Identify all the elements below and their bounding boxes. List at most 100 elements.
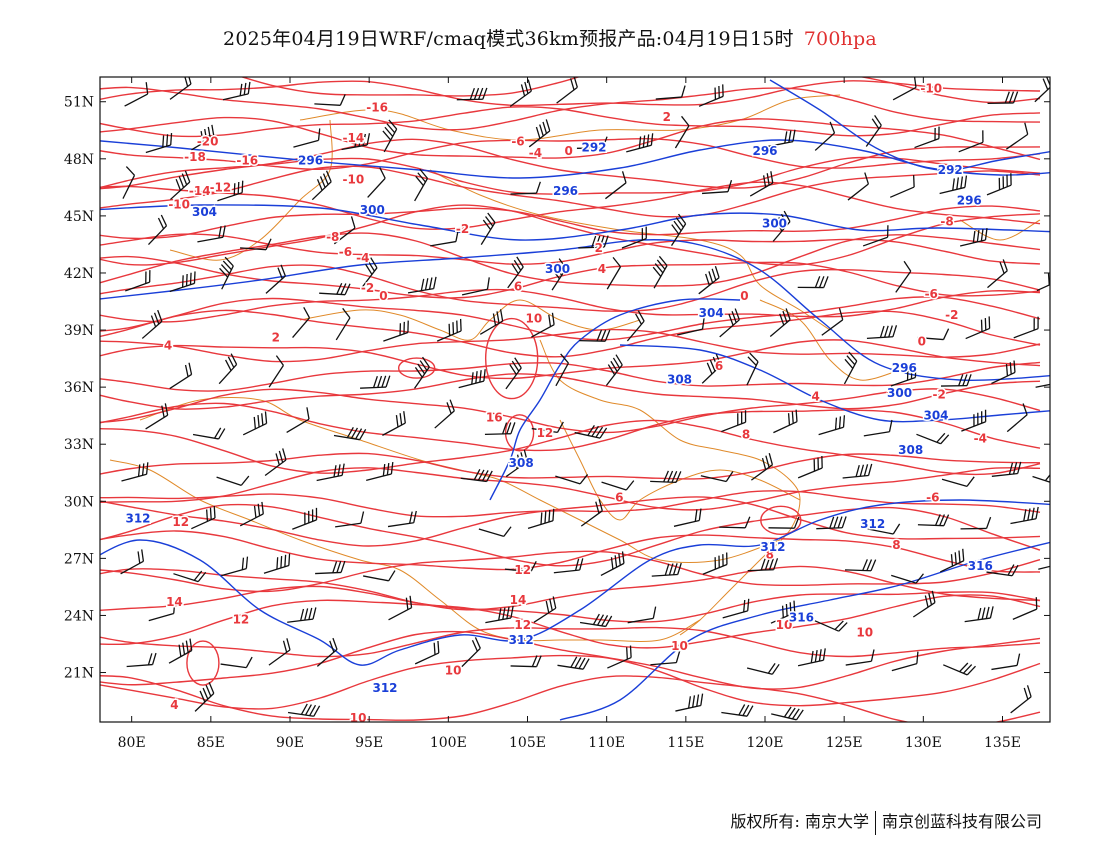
wind-barb-staff [335, 317, 351, 341]
wind-barb-staff [461, 288, 488, 296]
wind-barb-feather [473, 469, 481, 481]
wind-barb-feather [188, 362, 193, 375]
wind-barb-staff [751, 464, 773, 481]
wind-barb [701, 180, 733, 195]
wind-barb-feather [771, 663, 780, 675]
wind-barb-feather [313, 705, 321, 717]
wind-barb-feather [761, 457, 767, 470]
wind-barb-staff [721, 711, 748, 717]
wind-barb-feather [125, 166, 135, 176]
wind-barb-staff [986, 571, 1013, 577]
temperature-label: 4 [598, 262, 606, 276]
wind-barb-staff [670, 223, 687, 246]
temperature-label: -12 [209, 180, 231, 194]
wind-barb-feather [964, 175, 968, 188]
wind-barb-feather [419, 168, 429, 179]
wind-barb-staff [892, 86, 917, 101]
wind-barb-feather [1024, 122, 1029, 135]
wind-barb-staff [769, 319, 791, 338]
height-contour [769, 79, 1050, 171]
wind-barb-staff [600, 562, 625, 577]
wind-barb-staff [1005, 133, 1029, 150]
wind-barb-staff [1035, 383, 1050, 388]
wind-barb-feather [220, 264, 231, 274]
wind-barb-feather [145, 82, 149, 95]
wind-barb-staff [292, 317, 310, 338]
wind-barb-feather [787, 707, 796, 719]
lat-label: 51N [64, 95, 94, 111]
lon-label: 95E [355, 735, 383, 751]
wind-barb-feather [668, 563, 674, 576]
wind-barb-staff [484, 433, 511, 436]
wind-barb-feather [671, 224, 680, 235]
wind-barb [387, 510, 417, 528]
wind-barb-feather [336, 282, 343, 295]
wind-barb-feather [332, 637, 338, 650]
wind-barb [456, 87, 488, 101]
wind-barb [747, 558, 779, 572]
wind-barb-feather [579, 474, 589, 485]
wind-barb-feather [818, 276, 825, 288]
wind-barb-feather [227, 356, 235, 368]
temperature-label: -14 [189, 184, 211, 198]
wind-barb-staff [601, 481, 627, 491]
wind-barb [217, 180, 244, 202]
wind-barb [621, 226, 647, 249]
wind-barb-feather [1042, 78, 1049, 90]
wind-barb-staff [510, 665, 537, 668]
temperature-isotherm [100, 288, 1041, 323]
wind-barb-feather [178, 176, 185, 188]
wind-barb-feather [319, 176, 326, 188]
wind-barb [218, 353, 238, 385]
wind-barb-feather [888, 419, 893, 432]
wind-barb-feather [966, 665, 976, 676]
boundary-line [299, 299, 641, 341]
wind-barb [941, 374, 972, 387]
wind-barb-feather [738, 704, 746, 716]
height-label: 304 [699, 306, 724, 320]
wind-barb-feather [265, 238, 272, 250]
wind-barb-feather [770, 171, 774, 184]
wind-barb-feather [822, 648, 826, 661]
wind-barb [769, 308, 791, 338]
wind-barb-staff [574, 431, 601, 439]
wind-barb [965, 316, 991, 340]
wind-barb-staff [865, 124, 882, 147]
wind-barb-feather [433, 276, 437, 289]
company-name: 南京创蓝科技有限公司 [881, 812, 1042, 831]
height-label: 300 [360, 203, 385, 217]
wind-barb-staff [891, 662, 918, 672]
wind-barb-feather [637, 310, 645, 322]
wind-barb-staff [479, 320, 503, 335]
wind-barb [504, 561, 537, 573]
temperature-label: 10 [445, 664, 462, 678]
wind-barb-feather [157, 309, 163, 322]
height-labels: 296 292 296 292 296 304 300 300 296 300 304 308 296 3… [124, 139, 994, 696]
wind-barb-staff [239, 513, 264, 527]
wind-barb-feather [184, 364, 189, 377]
height-label: 292 [581, 140, 606, 154]
wind-barb-staff [771, 713, 797, 721]
wind-barb-feather [486, 470, 493, 482]
wind-barb-feather [414, 367, 423, 378]
wind-barb-feather [706, 362, 713, 375]
temperature-label: 0 [564, 144, 572, 158]
temperature-isotherm [100, 80, 1041, 107]
footer-separator [874, 810, 876, 835]
wind-barb-staff [1036, 283, 1050, 292]
wind-barb-feather [478, 87, 484, 100]
wind-barb-staff [173, 573, 199, 583]
wind-barb-feather [304, 704, 312, 716]
wind-barb-feather [844, 358, 854, 369]
wind-barb-feather [437, 640, 440, 654]
wind-barb-staff [965, 327, 990, 340]
wind-barb-feather [1052, 271, 1053, 283]
temperature-label: -4 [356, 251, 369, 265]
wind-barb-feather [362, 133, 366, 146]
wind-barb-feather [607, 364, 616, 376]
wind-barb-feather [656, 259, 666, 270]
wind-barb-staff [505, 460, 528, 478]
height-label: 300 [545, 262, 570, 276]
wind-barb-staff [169, 373, 192, 390]
wind-barb-feather [428, 277, 433, 290]
